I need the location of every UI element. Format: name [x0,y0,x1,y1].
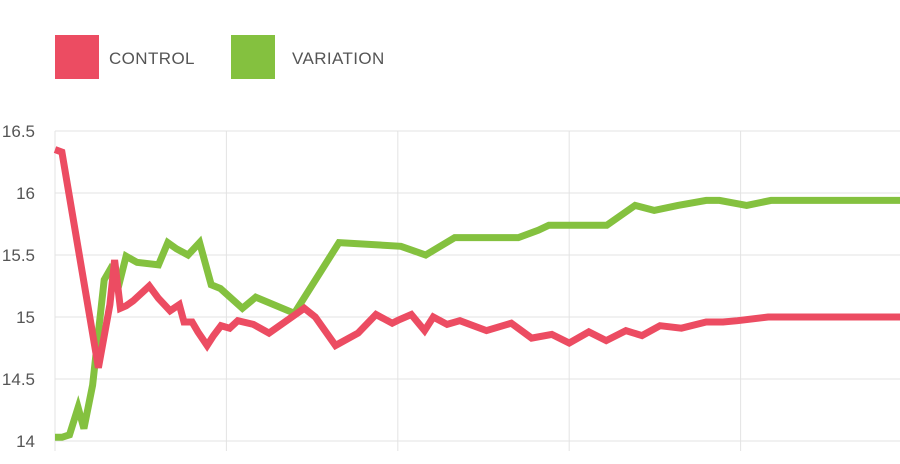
series-line-variation [55,196,900,441]
y-tick-label: 14.5 [2,370,35,389]
grid [54,130,900,451]
y-tick-label: 16 [16,184,35,203]
y-axis: 16.5 16 15.5 15 14.5 14 [2,122,35,451]
y-tick-label: 16.5 [2,122,35,141]
y-tick-label: 15 [16,308,35,327]
legend-swatch-control [55,35,99,79]
series-layer [53,146,900,441]
y-tick-label: 15.5 [2,246,35,265]
legend-label-variation: VARIATION [292,49,385,68]
series-line-control [53,146,900,369]
y-tick-label: 14 [16,432,35,451]
legend-label-control: CONTROL [109,49,195,68]
legend: CONTROL VARIATION [55,35,385,79]
legend-swatch-variation [231,35,275,79]
